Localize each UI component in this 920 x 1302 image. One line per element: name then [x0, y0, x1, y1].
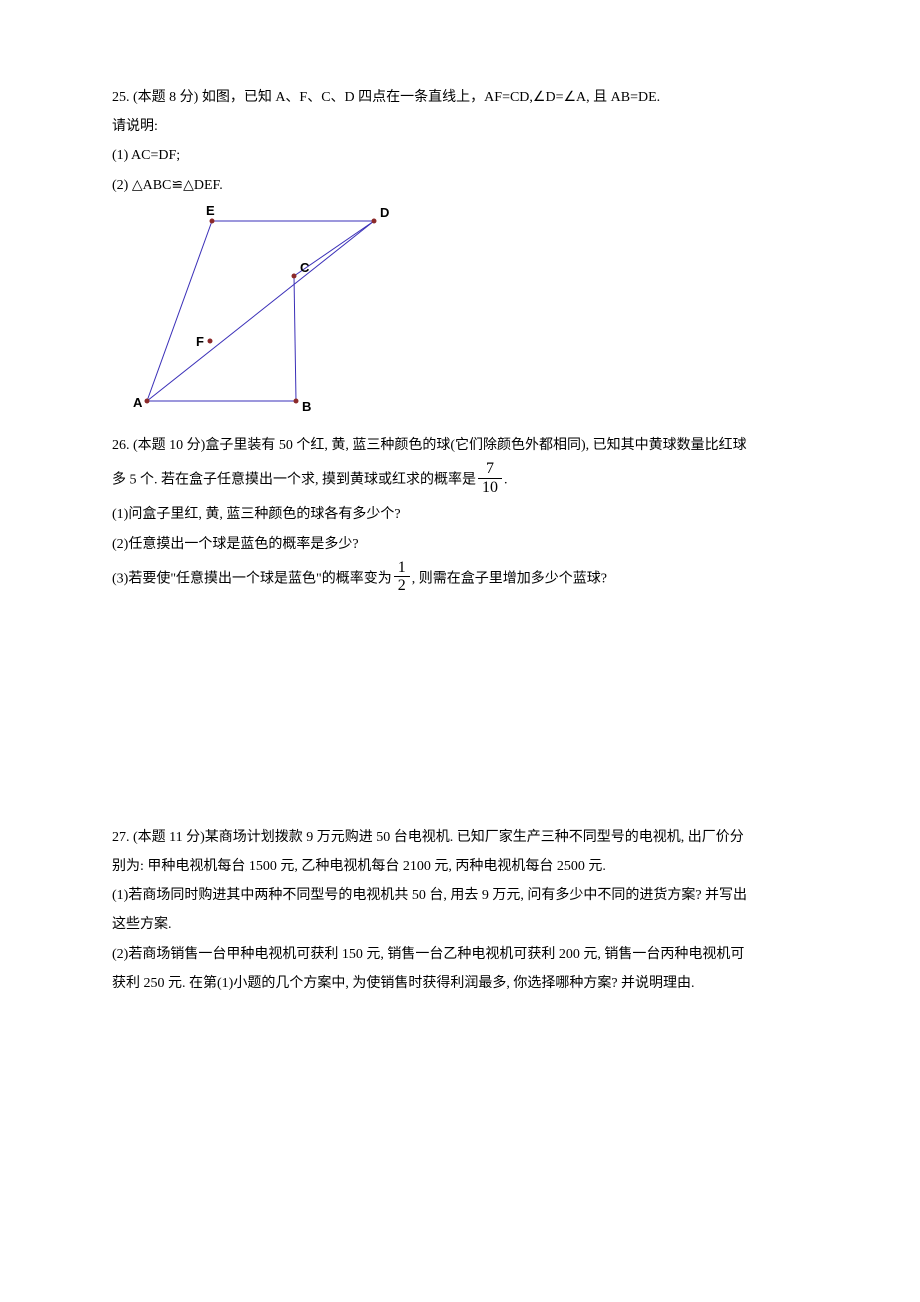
- p26-q2: (2)任意摸出一个球是蓝色的概率是多少?: [112, 532, 808, 557]
- p26-q1: (1)问盒子里红, 黄, 蓝三种颜色的球各有多少个?: [112, 502, 808, 527]
- p27-line6: 获利 250 元. 在第(1)小题的几个方案中, 为使销售时获得利润最多, 你选…: [112, 971, 808, 996]
- frac-den: 10: [478, 479, 502, 497]
- p26-q3-post: , 则需在盒子里增加多少个蓝球?: [412, 571, 607, 586]
- svg-text:F: F: [196, 334, 204, 349]
- p26-line1b-pre: 多 5 个. 若在盒子任意摸出一个求, 摸到黄球或红求的概率是: [112, 472, 476, 487]
- svg-text:B: B: [302, 399, 311, 414]
- svg-text:E: E: [206, 206, 215, 218]
- p26-q3: (3)若要使"任意摸出一个球是蓝色"的概率变为12, 则需在盒子里增加多少个蓝球…: [112, 561, 808, 597]
- p27-line1: 27. (本题 11 分)某商场计划拨款 9 万元购进 50 台电视机. 已知厂…: [112, 825, 808, 850]
- p26-line1b-post: .: [504, 472, 508, 487]
- p26-line1b: 多 5 个. 若在盒子任意摸出一个求, 摸到黄球或红求的概率是710.: [112, 462, 808, 498]
- blank-space: [112, 605, 808, 825]
- svg-text:D: D: [380, 206, 389, 220]
- p25-q2: (2) △ABC≌△DEF.: [112, 173, 808, 198]
- p25-prompt: 请说明:: [112, 114, 808, 139]
- fraction-7-10: 710: [478, 460, 502, 496]
- frac-num: 1: [394, 559, 410, 578]
- p27-line3: (1)若商场同时购进其中两种不同型号的电视机共 50 台, 用去 9 万元, 问…: [112, 883, 808, 908]
- problem-25: 25. (本题 8 分) 如图，已知 A、F、C、D 四点在一条直线上，AF=C…: [112, 85, 808, 425]
- svg-text:C: C: [300, 260, 310, 275]
- problem-26: 26. (本题 10 分)盒子里装有 50 个红, 黄, 蓝三种颜色的球(它们除…: [112, 433, 808, 597]
- problem-27: 27. (本题 11 分)某商场计划拨款 9 万元购进 50 台电视机. 已知厂…: [112, 825, 808, 996]
- frac-num: 7: [478, 460, 502, 479]
- svg-text:A: A: [133, 395, 143, 410]
- p26-q3-pre: (3)若要使"任意摸出一个球是蓝色"的概率变为: [112, 571, 392, 586]
- fraction-1-2: 12: [394, 559, 410, 595]
- p25-q1: (1) AC=DF;: [112, 143, 808, 168]
- p26-line1a: 26. (本题 10 分)盒子里装有 50 个红, 黄, 蓝三种颜色的球(它们除…: [112, 433, 808, 458]
- geometry-diagram: A E F B C D: [132, 206, 392, 416]
- p27-line5: (2)若商场销售一台甲种电视机可获利 150 元, 销售一台乙种电视机可获利 2…: [112, 942, 808, 967]
- p25-header: 25. (本题 8 分) 如图，已知 A、F、C、D 四点在一条直线上，AF=C…: [112, 85, 808, 110]
- p25-diagram: A E F B C D: [132, 206, 808, 425]
- p27-line4: 这些方案.: [112, 912, 808, 937]
- p27-line2: 别为: 甲种电视机每台 1500 元, 乙种电视机每台 2100 元, 丙种电视…: [112, 854, 808, 879]
- frac-den: 2: [394, 577, 410, 595]
